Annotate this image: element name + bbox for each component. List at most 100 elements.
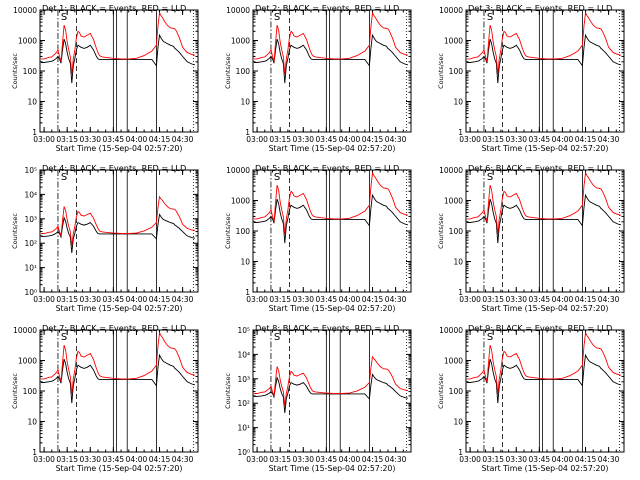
x-tick-label: 04:30 xyxy=(172,455,194,464)
y-tick-label: 100 xyxy=(449,67,464,76)
y-tick-label: 10000 xyxy=(226,6,250,15)
y-tick-label: 1 xyxy=(245,128,250,137)
series-events-line xyxy=(254,193,409,244)
y-tick-label: 1 xyxy=(458,128,463,137)
y-tick-label: 10 xyxy=(27,418,37,427)
y-axis-label: Counts/sec xyxy=(11,213,19,249)
panel-det-7: 1 10 100 1000 10000 03:00 03:15 03:30 03:45 04:00… xyxy=(11,323,199,473)
event-marker-s: S xyxy=(61,332,67,343)
x-tick-label: 03:00 xyxy=(246,455,268,464)
x-tick-label: 04:00 xyxy=(339,455,361,464)
x-tick-label: 04:15 xyxy=(149,135,171,144)
x-tick-label: 03:45 xyxy=(316,135,338,144)
x-tick-label: 03:30 xyxy=(79,135,101,144)
series-events-line xyxy=(467,193,622,244)
chart-title: Det 7: BLACK = Events, RED = LLD xyxy=(42,323,186,333)
x-tick-label: 04:30 xyxy=(598,295,620,304)
x-axis-label: Start Time (15-Sep-04 02:57:20) xyxy=(482,464,609,473)
x-tick-label: 04:00 xyxy=(552,295,574,304)
x-tick-label: 04:30 xyxy=(385,295,407,304)
x-tick-label: 04:00 xyxy=(126,135,148,144)
x-tick-label: 03:45 xyxy=(103,295,125,304)
y-axis-label: Counts/sec xyxy=(224,53,232,89)
y-axis-label: Counts/sec xyxy=(437,53,445,89)
panel-det-1: 1 10 100 1000 10000 03:00 03:15 03:30 03:45 04:00… xyxy=(11,3,199,153)
x-tick-label: 03:30 xyxy=(292,295,314,304)
y-tick-label: 1 xyxy=(245,288,250,297)
series-lld-line xyxy=(41,11,196,75)
y-tick-label: 1000 xyxy=(444,357,463,366)
y-tick-label: 10 xyxy=(453,418,463,427)
series-lld-line xyxy=(467,11,622,75)
x-tick-label: 03:30 xyxy=(505,455,527,464)
x-tick-label: 04:30 xyxy=(598,135,620,144)
series-lld-line xyxy=(254,171,409,235)
x-tick-label: 04:15 xyxy=(149,455,171,464)
y-tick-label: 1 xyxy=(458,288,463,297)
event-marker-s: S xyxy=(487,12,493,23)
y-tick-label: 1000 xyxy=(231,37,250,46)
x-tick-label: 04:15 xyxy=(362,135,384,144)
x-tick-label: 04:00 xyxy=(339,135,361,144)
x-tick-label: 04:30 xyxy=(172,295,194,304)
x-tick-label: 04:15 xyxy=(575,135,597,144)
panel-det-6: 1 10 100 1000 10000 03:00 03:15 03:30 03:45 04:00… xyxy=(437,163,625,313)
y-tick-label: 1 xyxy=(32,448,37,457)
x-tick-label: 04:00 xyxy=(552,135,574,144)
y-tick-label: 10⁴ xyxy=(24,190,37,199)
x-axis-label: Start Time (15-Sep-04 02:57:20) xyxy=(269,304,396,313)
panel-det-9: 1 10 100 1000 10000 03:00 03:15 03:30 03:45 04:00… xyxy=(437,323,625,473)
x-tick-label: 04:15 xyxy=(149,295,171,304)
series-events-line xyxy=(254,33,409,84)
y-tick-label: 100 xyxy=(236,227,251,236)
event-marker-s: S xyxy=(61,172,67,183)
y-tick-label: 10¹ xyxy=(24,264,37,273)
x-tick-label: 04:15 xyxy=(575,295,597,304)
x-tick-label: 03:30 xyxy=(292,455,314,464)
x-tick-label: 03:15 xyxy=(56,295,78,304)
event-marker-s: S xyxy=(487,332,493,343)
event-marker-s: S xyxy=(61,12,67,23)
y-axis-label: Counts/sec xyxy=(437,213,445,249)
chart-title: Det 6: BLACK = Events, RED = LLD xyxy=(468,163,612,173)
x-tick-label: 03:30 xyxy=(79,295,101,304)
y-tick-label: 10 xyxy=(453,98,463,107)
series-lld-line xyxy=(254,355,408,406)
y-tick-label: 1 xyxy=(32,128,37,137)
x-tick-label: 04:15 xyxy=(362,295,384,304)
x-axis-label: Start Time (15-Sep-04 02:57:20) xyxy=(269,464,396,473)
chart-title: Det 9: BLACK = Events, RED = LLD xyxy=(468,323,612,333)
series-events-line xyxy=(41,33,196,84)
y-tick-label: 1000 xyxy=(231,197,250,206)
x-tick-label: 03:00 xyxy=(33,455,55,464)
x-tick-label: 03:15 xyxy=(56,455,78,464)
y-tick-label: 10 xyxy=(453,258,463,267)
x-tick-label: 03:30 xyxy=(505,295,527,304)
x-tick-label: 03:45 xyxy=(316,455,338,464)
series-lld-line xyxy=(467,171,622,235)
x-tick-label: 03:15 xyxy=(482,455,504,464)
series-lld-line xyxy=(41,331,196,395)
x-tick-label: 03:30 xyxy=(79,455,101,464)
y-tick-label: 10² xyxy=(237,399,250,408)
x-tick-label: 03:15 xyxy=(56,135,78,144)
y-tick-label: 1000 xyxy=(444,197,463,206)
y-tick-label: 1 xyxy=(458,448,463,457)
y-tick-label: 100 xyxy=(449,387,464,396)
x-tick-label: 03:15 xyxy=(269,295,291,304)
y-tick-label: 10000 xyxy=(439,6,463,15)
y-tick-label: 10000 xyxy=(226,166,250,175)
event-marker-s: S xyxy=(274,12,280,23)
x-axis-label: Start Time (15-Sep-04 02:57:20) xyxy=(56,144,183,153)
y-tick-label: 100 xyxy=(236,67,251,76)
event-marker-s: S xyxy=(274,172,280,183)
x-tick-label: 04:00 xyxy=(339,295,361,304)
x-tick-label: 03:45 xyxy=(529,135,551,144)
x-tick-label: 03:00 xyxy=(246,135,268,144)
series-lld-line xyxy=(41,195,195,246)
panel-det-5: 1 10 100 1000 10000 03:00 03:15 03:30 03:45 04:00… xyxy=(224,163,412,313)
y-tick-label: 100 xyxy=(23,67,38,76)
chart-title: Det 8: BLACK = Events, RED = LLD xyxy=(255,323,399,333)
panel-det-2: 1 10 100 1000 10000 03:00 03:15 03:30 03:45 04:00… xyxy=(224,3,412,153)
